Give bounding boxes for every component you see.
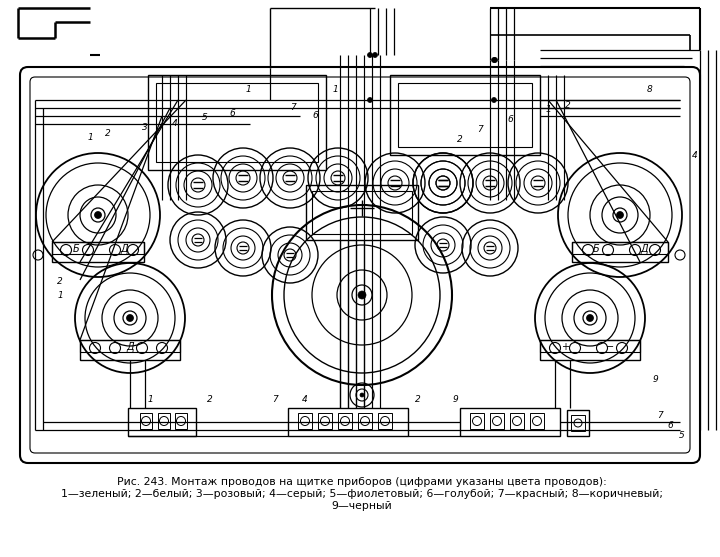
Bar (540, 340, 640, 352)
Text: Б: Б (73, 244, 79, 254)
Text: Д: Д (126, 342, 134, 352)
Bar (398, 83, 532, 147)
Bar (338, 413, 352, 429)
Bar (288, 408, 408, 436)
Bar (318, 413, 332, 429)
Bar (358, 413, 372, 429)
Text: 4: 4 (692, 150, 698, 159)
Bar (571, 415, 585, 431)
Text: 7: 7 (477, 125, 483, 134)
Bar (128, 408, 196, 436)
Circle shape (492, 57, 498, 62)
Text: Д: Д (120, 244, 128, 254)
Text: 2: 2 (207, 395, 213, 404)
Circle shape (372, 52, 377, 57)
Bar (460, 408, 560, 436)
Circle shape (94, 212, 102, 218)
Circle shape (360, 393, 364, 397)
Bar (572, 242, 668, 262)
Text: 3: 3 (142, 124, 148, 133)
Bar (52, 242, 144, 262)
Text: 5: 5 (679, 431, 685, 439)
Bar (567, 410, 589, 436)
Circle shape (367, 52, 372, 57)
Text: 4: 4 (302, 395, 308, 404)
Text: 6: 6 (312, 110, 318, 120)
Bar (510, 413, 524, 429)
Text: Рис. 243. Монтаж проводов на щитке приборов (цифрами указаны цвета проводов):: Рис. 243. Монтаж проводов на щитке прибо… (117, 477, 607, 487)
Circle shape (367, 97, 372, 102)
Text: 2: 2 (457, 135, 463, 144)
Circle shape (587, 315, 593, 321)
Bar (140, 413, 152, 429)
Text: 2: 2 (57, 277, 63, 286)
Text: 1: 1 (57, 291, 63, 300)
Text: 7: 7 (657, 411, 663, 419)
Text: 2: 2 (565, 100, 571, 110)
Text: 1: 1 (332, 86, 338, 95)
Text: Б: Б (593, 244, 599, 254)
Bar (298, 413, 312, 429)
Text: 7: 7 (272, 395, 278, 404)
Text: 9—черный: 9—черный (332, 501, 392, 511)
Text: Д: Д (640, 244, 648, 254)
Bar (390, 75, 540, 155)
Text: 2: 2 (415, 395, 421, 404)
Circle shape (492, 97, 497, 102)
Bar (312, 191, 412, 234)
Bar (156, 83, 318, 162)
Text: 4: 4 (172, 119, 178, 128)
Text: 1: 1 (147, 395, 153, 404)
Text: 1—зеленый; 2—белый; 3—розовый; 4—серый; 5—фиолетовый; 6—голубой; 7—красный; 8—ко: 1—зеленый; 2—белый; 3—розовый; 4—серый; … (61, 489, 663, 499)
Bar (530, 413, 544, 429)
Bar (306, 185, 418, 240)
Bar (80, 340, 180, 352)
Circle shape (492, 57, 497, 62)
Text: 2: 2 (105, 129, 111, 138)
Circle shape (358, 291, 366, 299)
Circle shape (616, 212, 624, 218)
Bar (572, 242, 668, 254)
Text: 9: 9 (652, 375, 658, 384)
Bar (490, 413, 504, 429)
Text: 1: 1 (87, 134, 93, 143)
Text: 9: 9 (452, 395, 458, 404)
Bar (175, 413, 187, 429)
Text: 1: 1 (245, 86, 251, 95)
Text: 7: 7 (290, 104, 296, 113)
Text: 5: 5 (202, 114, 208, 123)
Text: 8: 8 (647, 86, 653, 95)
Bar (158, 413, 170, 429)
Circle shape (127, 315, 133, 321)
Bar (80, 340, 180, 360)
Bar (52, 242, 144, 254)
Text: 6: 6 (229, 109, 235, 118)
Text: 1: 1 (545, 105, 551, 115)
Text: −: − (606, 342, 614, 352)
Bar (148, 75, 326, 170)
Text: 6: 6 (507, 115, 513, 125)
Bar (540, 340, 640, 360)
Bar (378, 413, 392, 429)
Text: 6: 6 (667, 421, 673, 429)
Text: +: + (561, 342, 569, 352)
Bar (470, 413, 484, 429)
